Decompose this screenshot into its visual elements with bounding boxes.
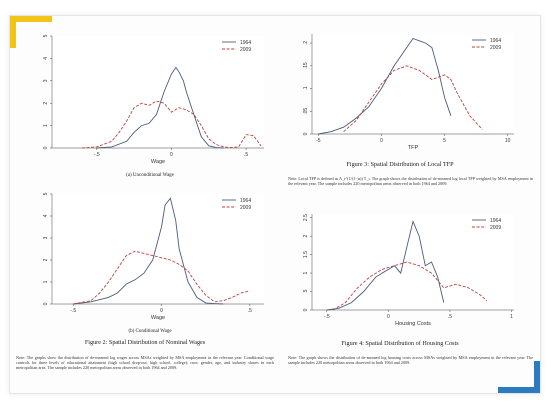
y-tick-label: 3 bbox=[43, 79, 49, 82]
subcaption-unconditional-wage: (a) Unconditional Wage bbox=[126, 173, 174, 178]
plot-area bbox=[312, 214, 514, 310]
figure-3-caption: Figure 3: Spatial Distribution of Local … bbox=[346, 161, 454, 168]
legend-label-2009: 2009 bbox=[240, 205, 251, 211]
series-line-2009 bbox=[73, 250, 251, 305]
series-line-1964 bbox=[318, 37, 452, 135]
y-tick-label: 1.5 bbox=[303, 251, 309, 258]
y-tick-label: 2 bbox=[43, 258, 49, 261]
corner-accent-bottom bbox=[498, 387, 540, 393]
y-tick-label: 0 bbox=[43, 146, 49, 149]
y-tick-label: 4 bbox=[43, 57, 49, 60]
x-tick-label: 0 bbox=[387, 314, 390, 320]
figure-4-caption: Figure 4: Spatial Distribution of Housin… bbox=[341, 340, 459, 347]
figure-2-caption: Figure 2: Spatial Distribution of Nomina… bbox=[84, 339, 206, 346]
y-tick-label: 2 bbox=[43, 102, 49, 105]
y-tick-label: 2 bbox=[303, 235, 309, 238]
plot-area bbox=[52, 194, 264, 304]
note-left: Note: The graphs show the distribution o… bbox=[16, 355, 274, 371]
x-tick-label: -.5 bbox=[70, 308, 76, 314]
y-tick-label: 5 bbox=[43, 34, 49, 37]
corner-accent-top bbox=[10, 16, 52, 22]
x-tick-label: .5 bbox=[248, 308, 252, 314]
y-tick-label: 2.5 bbox=[303, 214, 309, 221]
y-tick-label: 3 bbox=[43, 236, 49, 239]
plot-area bbox=[52, 36, 264, 148]
y-tick-label: .05 bbox=[303, 108, 309, 115]
corner-accent-top-vertical bbox=[10, 16, 16, 48]
series-line-1964 bbox=[73, 197, 224, 305]
y-tick-label: .2 bbox=[303, 41, 309, 45]
legend-label-1964: 1964 bbox=[240, 40, 251, 46]
y-tick-label: 5 bbox=[43, 192, 49, 195]
x-tick-label: 5 bbox=[443, 138, 446, 144]
legend-label-2009: 2009 bbox=[240, 47, 251, 53]
plot-area bbox=[312, 34, 514, 134]
x-tick-label: 0 bbox=[170, 152, 173, 158]
series-line-2009 bbox=[332, 261, 488, 311]
y-tick-label: 0 bbox=[303, 308, 309, 311]
x-tick-label: 0 bbox=[380, 138, 383, 144]
y-tick-label: .1 bbox=[303, 86, 309, 90]
y-tick-label: 0 bbox=[43, 302, 49, 305]
legend-label-1964: 1964 bbox=[490, 38, 501, 44]
series-line-1964 bbox=[96, 66, 224, 149]
legend-label-2009: 2009 bbox=[490, 225, 501, 231]
y-tick-label: 1 bbox=[43, 280, 49, 283]
corner-accent-bottom-vertical bbox=[534, 361, 540, 393]
y-tick-label: 0 bbox=[303, 132, 309, 135]
y-tick-label: 1 bbox=[43, 124, 49, 127]
note-tfp: Note: Local TFP is defined as A_i^(1/(1−… bbox=[288, 176, 533, 187]
subcaption-conditional-wage: (b) Conditional Wage bbox=[128, 329, 172, 334]
x-tick-label: -.5 bbox=[324, 314, 330, 320]
series-line-1964 bbox=[326, 219, 445, 311]
x-tick-label: -5 bbox=[316, 138, 321, 144]
x-axis-label: Wage bbox=[151, 315, 165, 321]
y-tick-label: 4 bbox=[43, 214, 49, 217]
legend-label-2009: 2009 bbox=[490, 45, 501, 51]
x-tick-label: 0 bbox=[160, 308, 163, 314]
legend-label-1964: 1964 bbox=[240, 198, 251, 204]
x-tick-label: .5 bbox=[244, 152, 248, 158]
paper-page: 0 1 2 3 4 5 -.5 0.5 Wage 1964 2009 (a) Uncondition… bbox=[9, 15, 541, 394]
note-housing: Note: The graph shows the distribution o… bbox=[288, 355, 533, 366]
x-tick-label: 1 bbox=[510, 314, 513, 320]
x-tick-label: .5 bbox=[448, 314, 452, 320]
y-tick-label: .5 bbox=[303, 289, 309, 293]
legend-label-1964: 1964 bbox=[490, 218, 501, 224]
x-axis-label: Wage bbox=[151, 159, 165, 165]
x-axis-label: TFP bbox=[408, 145, 419, 151]
series-line-2009 bbox=[343, 65, 483, 133]
y-tick-label: 1 bbox=[303, 271, 309, 274]
x-axis-label: Housing Costs bbox=[395, 321, 431, 327]
series-line-2009 bbox=[81, 100, 262, 149]
y-tick-label: .15 bbox=[303, 62, 309, 69]
x-tick-label: 10 bbox=[505, 138, 511, 144]
x-tick-label: -.5 bbox=[94, 152, 100, 158]
